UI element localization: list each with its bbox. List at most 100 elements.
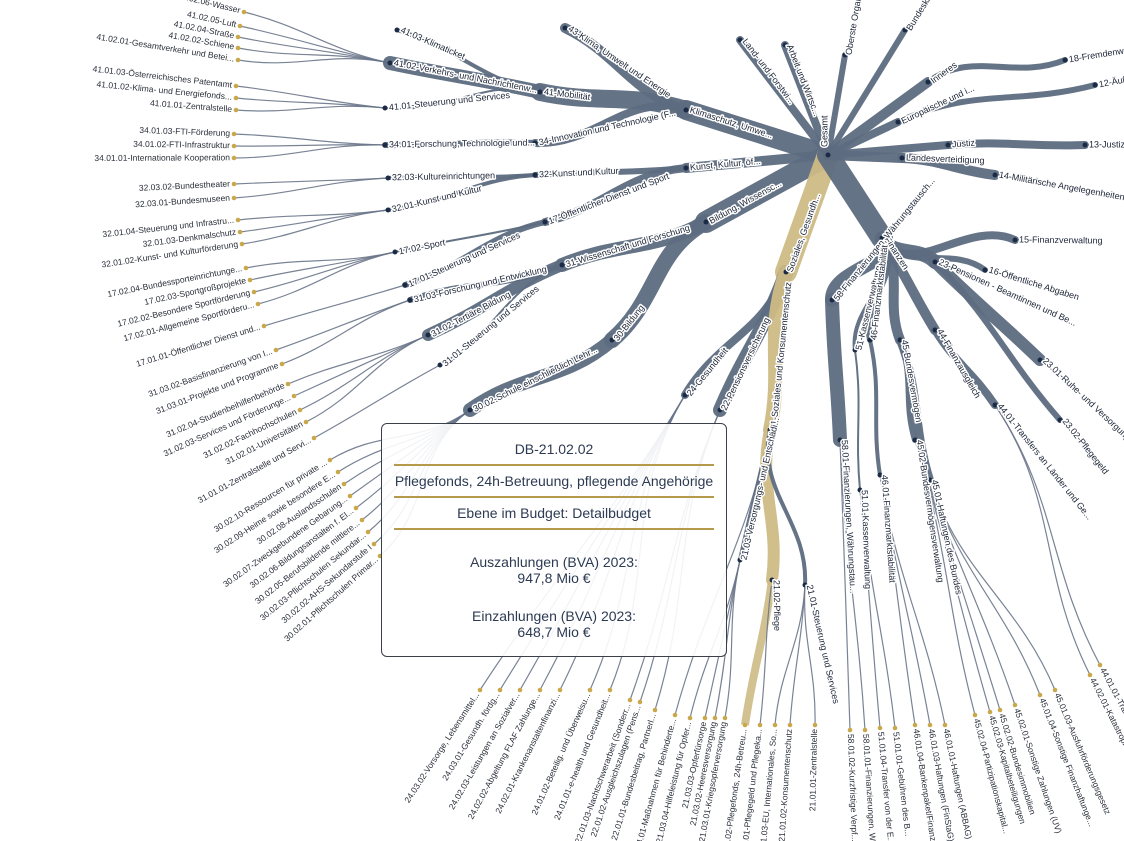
node-dot: [537, 89, 543, 95]
node-dot: [932, 327, 938, 333]
node-dot: [382, 105, 388, 111]
node-dot: [927, 477, 933, 483]
branch: [825, 27, 908, 158]
node-label: 13-Justiz: [1089, 139, 1124, 149]
branch: [854, 349, 861, 491]
node-dot: [682, 392, 688, 398]
leaf-dot: [311, 435, 317, 441]
branch: [895, 82, 1098, 125]
node-dot: [769, 577, 775, 583]
leaf-link: [879, 474, 946, 726]
leaf-dot: [912, 722, 918, 728]
node-dot: [1037, 357, 1043, 363]
branch: [439, 264, 563, 366]
leaf-label: 32.03.02-Bundestheater: [139, 178, 231, 192]
leaf-label: 32.03.01-Bundesmuseen: [135, 193, 231, 210]
branch: [386, 173, 537, 212]
leaf-link: [994, 404, 1091, 676]
node-label: 32-Kunst und Kultur: [539, 166, 619, 180]
branch: [897, 337, 918, 443]
leaf-link: [287, 334, 429, 385]
leaf-dot: [303, 419, 309, 425]
leaf-link: [245, 251, 396, 269]
leaf-label: 34.01.01-Internationale Kooperation: [94, 152, 230, 163]
leaf-link: [235, 105, 386, 112]
leaf-dot: [291, 393, 297, 399]
node-dot: [532, 172, 538, 178]
node-dot: [802, 582, 808, 588]
branch: [824, 141, 952, 159]
leaf-link: [839, 439, 866, 731]
tooltip-name: Pflegefonds, 24h-Betreuung, pflegende An…: [394, 473, 714, 489]
node-dot: [1092, 82, 1098, 88]
node-label: 43-Klima, Umwelt und Energie: [567, 23, 673, 99]
branch: [944, 139, 1089, 150]
tooltip-in-label: Einzahlungen (BVA) 2023:: [472, 608, 636, 624]
leaf-link: [281, 299, 411, 365]
leaf-dot: [637, 699, 643, 705]
branch: [463, 333, 619, 417]
leaf-dot: [279, 361, 285, 367]
node-label: 34-Innovation und Technologie (F...: [538, 108, 677, 148]
node-label: Inneres: [929, 59, 960, 85]
node-dot: [825, 152, 831, 158]
leaf-dot: [359, 517, 365, 523]
leaf-dot: [239, 241, 245, 247]
branch: [402, 219, 548, 288]
node-dot: [895, 119, 901, 125]
leaf-link: [859, 489, 896, 729]
node-label: 17.02-Sport: [398, 237, 447, 256]
node-label: 14-Militärische Angelegenheiten: [998, 169, 1124, 202]
leaf-dot: [537, 687, 543, 693]
leaf-dot: [327, 457, 333, 463]
leaf-dot: [1012, 702, 1018, 708]
branch: [825, 52, 848, 158]
node-label: Bundeskanzleramt: [904, 0, 952, 32]
node-label: Justiz: [952, 137, 976, 149]
leaf-dot: [557, 687, 563, 693]
leaf-dot: [231, 181, 237, 187]
leaf-dot: [231, 131, 237, 137]
leaf-dot: [517, 687, 523, 693]
leaf-dot: [235, 217, 241, 223]
node-label: 41.03-Klimaticket: [399, 25, 467, 62]
leaf-dot: [237, 229, 243, 235]
leaf-link: [839, 439, 851, 731]
leaf-dot: [243, 265, 249, 271]
node-dot: [609, 337, 615, 343]
node-dot: [703, 219, 709, 225]
node-dot: [683, 165, 689, 171]
leaf-dot: [892, 725, 898, 731]
tooltip-level: Ebene im Budget: Detailbudget: [457, 505, 651, 521]
leaf-link: [759, 579, 773, 726]
node-label: 32.01-Kunst und Kultur: [391, 183, 483, 214]
node-label: 32.03-Kultureinrichtungen: [392, 170, 495, 182]
leaf-dot: [712, 715, 718, 721]
node-dot: [829, 297, 835, 303]
leaf-link: [237, 209, 389, 221]
branch: [676, 100, 838, 165]
node-dot: [402, 282, 408, 288]
tooltip-out-value: 947,8 Mio €: [517, 570, 591, 586]
node-dot: [877, 472, 883, 478]
node-label: 15-Finanzverwaltung: [1019, 234, 1103, 245]
leaf-link: [235, 85, 386, 109]
tooltip-in-value: 648,7 Mio €: [517, 624, 591, 640]
node-label: Landesverteidigung: [906, 152, 985, 165]
leaf-dot: [235, 57, 241, 63]
separator: [394, 528, 714, 530]
leaf-dot: [231, 143, 237, 149]
node-dot: [737, 557, 743, 563]
leaf-dot: [847, 727, 853, 733]
node-dot: [1057, 417, 1063, 423]
leaf-dot: [1087, 672, 1093, 678]
leaf-label: 21.01.02-Konsumentenschutz: [776, 729, 793, 841]
leaf-link: [789, 584, 806, 726]
leaf-dot: [722, 715, 728, 721]
leaf-dot: [862, 727, 868, 733]
node-label: 30.02-Schule einschließlich Lehr...: [472, 344, 599, 414]
leaf-dot: [231, 195, 237, 201]
leaf-link: [249, 251, 396, 281]
branch: [823, 77, 933, 160]
leaf-dot: [237, 23, 243, 29]
